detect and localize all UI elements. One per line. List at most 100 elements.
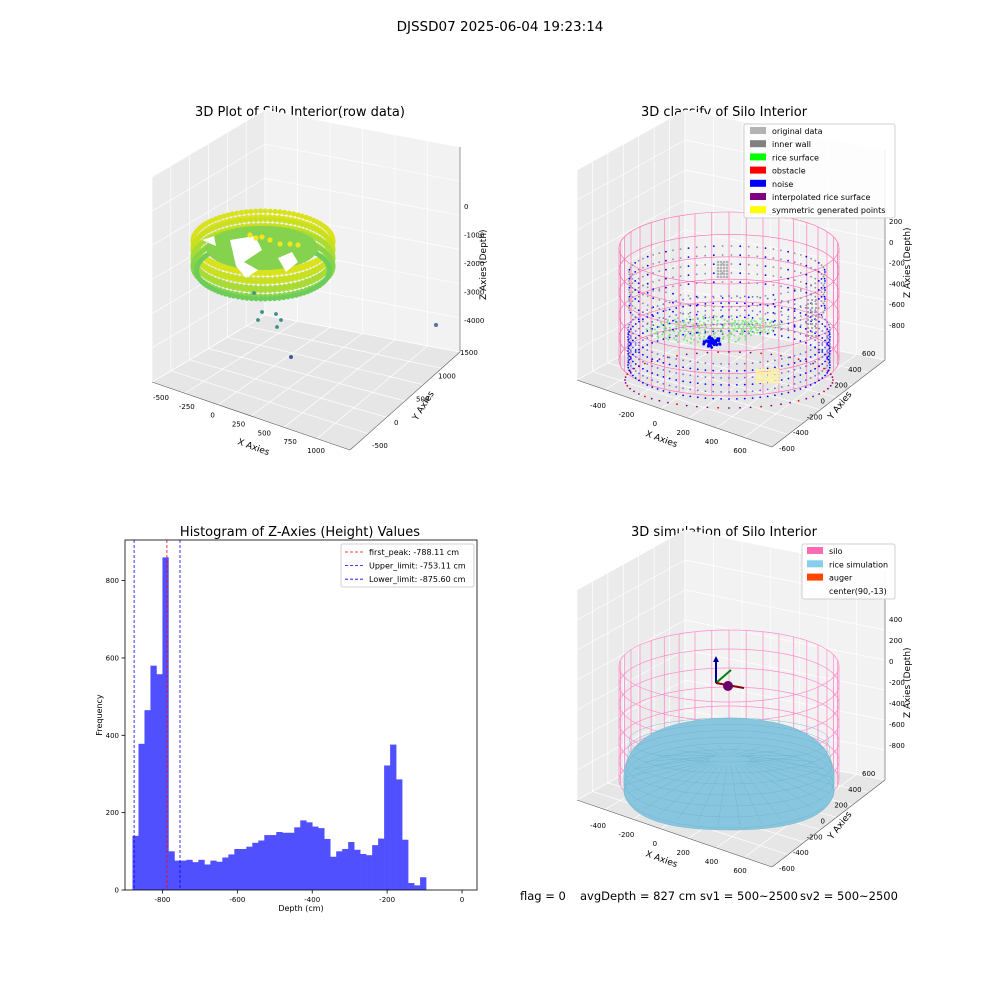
data-point [689,374,692,377]
x-tick-label: 0 [210,412,214,420]
data-point [235,294,241,300]
y-tick-label: 200 [834,382,847,390]
data-point [271,270,278,276]
data-point [689,381,692,384]
data-point [271,279,278,285]
data-point [658,399,661,402]
data-point [767,380,771,384]
data-point [692,318,694,321]
data-point [787,277,789,280]
legend-swatch [807,573,823,581]
data-point [672,310,674,313]
data-point [707,331,709,334]
data-point [651,335,654,337]
data-point [809,349,812,351]
gridline [264,314,461,353]
data-point [759,361,762,364]
data-point [253,296,259,302]
data-point [629,344,632,346]
data-point [736,295,738,297]
data-point [668,356,671,359]
data-point [756,331,759,334]
data-point [756,313,759,316]
data-point [295,220,301,226]
data-point [682,305,684,308]
data-point [823,300,826,303]
data-point [642,284,644,287]
data-point [705,325,708,328]
data-point [772,321,775,323]
data-point [632,318,634,321]
y-tick-label: 0 [115,887,119,895]
data-point [705,339,708,342]
data-point [708,341,711,345]
histogram-bar [192,862,199,890]
data-point [730,315,733,317]
data-points [624,245,834,409]
rice-mesh [659,764,716,815]
data-point [631,296,634,298]
data-point [658,289,661,292]
data-point [810,266,812,269]
data-point [704,254,707,257]
data-point [804,314,807,316]
data-point [721,330,724,333]
data-point [673,337,676,340]
data-point [704,397,707,399]
data-point [764,274,767,276]
data-point [285,277,291,283]
data-point [758,371,762,375]
data-point [787,259,789,262]
data-point [806,298,810,302]
x-ticks: -800 -600 -400 -200 0 [155,890,464,904]
data-point [652,290,655,292]
data-point [799,340,802,342]
data-point [275,325,279,329]
data-point [717,329,720,332]
data-point [258,208,264,214]
data-point [729,332,732,335]
data-point [722,275,726,279]
data-point [764,380,768,384]
data-point [663,325,666,328]
data-point [722,324,725,327]
data-point [814,298,818,302]
data-point [704,324,707,326]
data-point [810,330,814,334]
data-point [799,272,802,274]
data-point [638,351,640,354]
data-point [810,284,812,287]
data-point [267,287,273,293]
data-point [829,350,831,352]
data-point [221,221,227,228]
data-point [814,291,817,294]
data-point [814,326,818,330]
data-point [682,387,684,390]
data-point [652,254,655,256]
data-point [759,389,762,392]
data-point [764,283,767,285]
data-point [656,367,659,369]
data-point [700,324,703,327]
data-point [743,362,746,365]
histogram-bar [174,860,181,890]
data-point [637,318,640,321]
data-point [780,301,782,304]
data-point [751,376,754,378]
data-point [720,295,722,297]
data-point [787,301,790,304]
data-point [764,368,768,372]
data-point [821,323,824,325]
data-point [239,286,246,292]
data-point [704,303,707,305]
data-point [687,283,690,285]
data-point [231,268,237,274]
data-point [665,337,668,340]
data-point [814,322,818,326]
data-point [793,355,796,357]
data-point [737,324,740,327]
rice-mesh [644,763,713,809]
histogram-bar [288,832,295,890]
data-point [823,295,826,298]
flag-text: flag = 0 [520,889,566,903]
